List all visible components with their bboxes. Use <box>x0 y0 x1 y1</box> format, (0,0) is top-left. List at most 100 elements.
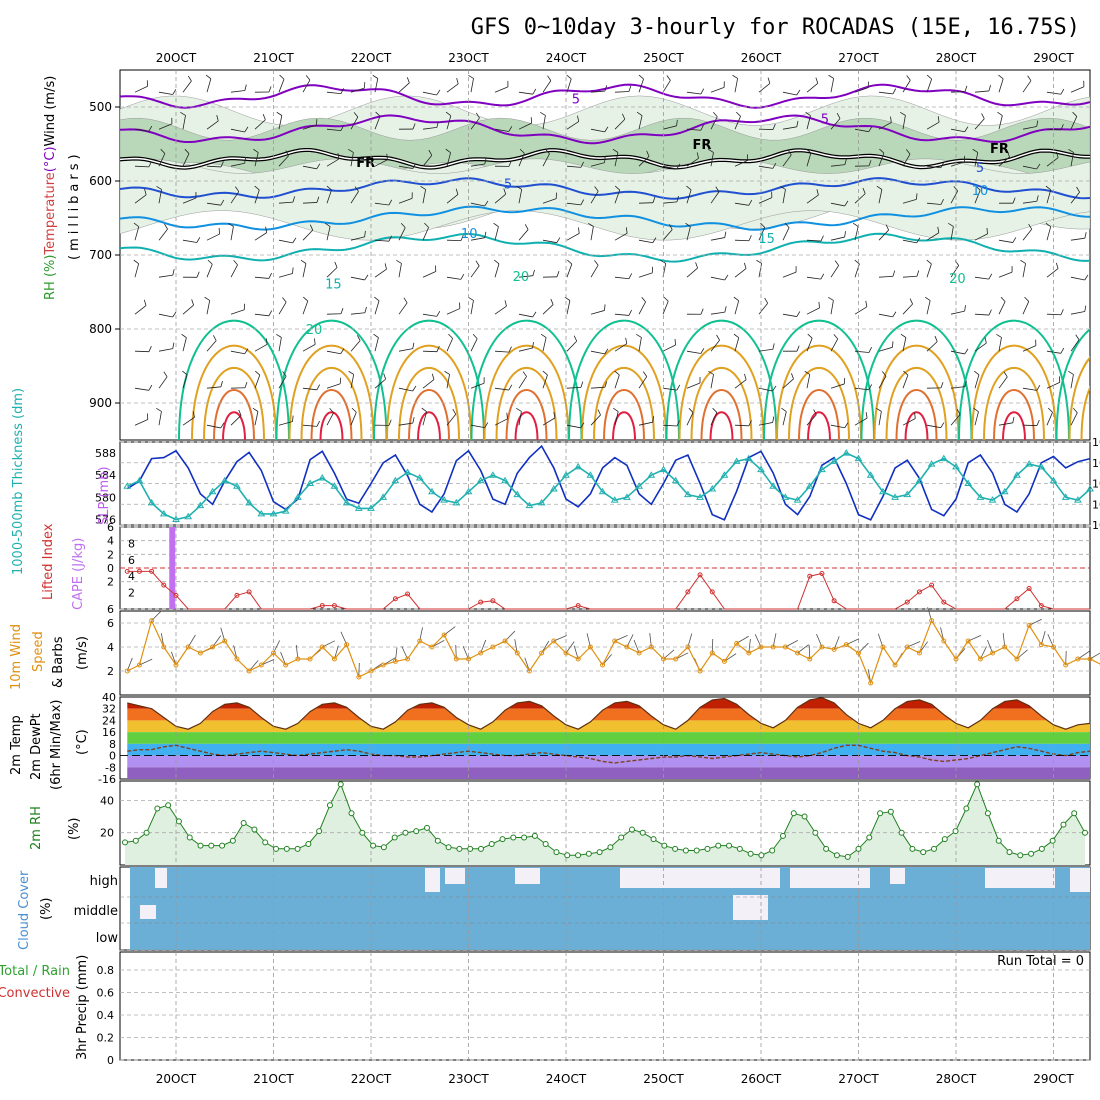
wind-point <box>807 656 813 662</box>
wind-barb <box>398 302 408 315</box>
wind-barb <box>830 424 845 429</box>
thickness-point <box>367 504 375 511</box>
temp-tick-label: 16 <box>102 726 116 739</box>
wind-barb <box>686 157 699 167</box>
rh-point <box>877 810 884 817</box>
wind-barb-flag <box>735 111 741 117</box>
wind-barb <box>830 338 839 352</box>
wind-point <box>453 656 459 662</box>
wind-barb <box>734 202 749 206</box>
wind-barb-flag <box>926 259 932 265</box>
temp-dome-25 <box>288 344 375 440</box>
temp-dome-20 <box>763 319 875 440</box>
wind-barb-flag <box>351 407 357 413</box>
wind-barb-flag <box>316 420 320 427</box>
wind-point <box>539 650 545 656</box>
wind-barb <box>566 202 581 206</box>
wind-barb-flag <box>364 274 369 281</box>
wind-barb-flag <box>519 148 525 154</box>
wind-ylabel-3: & Barbs <box>51 636 66 688</box>
wind-barb-flag <box>196 271 200 278</box>
thickness-point <box>878 487 887 495</box>
wind-barb-flag <box>326 185 332 191</box>
wind-barb <box>734 160 748 167</box>
li-ylabel: Lifted Index <box>41 523 56 600</box>
wind10m-panel: 2 4 6 10m Wind Speed & Barbs (m/s) <box>9 607 1100 696</box>
thickness-point <box>891 493 899 500</box>
wind-barb <box>374 337 379 352</box>
wind-barb <box>686 412 694 426</box>
wind-point <box>405 656 411 662</box>
rh-point <box>898 829 905 836</box>
ylabel-part: Wind (m/s) <box>43 76 58 147</box>
wind-barb <box>1070 412 1078 426</box>
wind-barb-flag <box>516 185 522 190</box>
thickness-point <box>208 487 217 495</box>
wind-barb-flag <box>997 111 1003 116</box>
wind-barb <box>230 350 245 355</box>
wind-barb-flag <box>532 88 537 95</box>
wind-barb-flag <box>614 185 620 191</box>
wind-barb-flag <box>948 222 954 227</box>
wind-barb <box>806 338 813 352</box>
wind-barb-flag <box>388 235 392 242</box>
thickness-point <box>513 490 522 498</box>
wind-barb <box>182 153 190 167</box>
thickness-point <box>842 449 851 456</box>
wind-barb-flag <box>937 116 940 123</box>
temp-dome-25 <box>386 344 472 440</box>
wind-barb <box>206 165 222 168</box>
wind-barb-flag <box>143 299 147 306</box>
wind-barb-flag <box>892 88 897 95</box>
wind-point <box>697 668 703 674</box>
rh-point <box>294 845 301 852</box>
wind-barb <box>566 424 581 429</box>
wind-barb-flag <box>148 125 153 132</box>
wind-barb-flag <box>972 148 978 153</box>
bottom-date-22OCT: 22OCT <box>351 1072 392 1086</box>
wind-point <box>563 650 569 656</box>
precip-tick-label: 0 <box>107 1054 114 1067</box>
wind-barb-flag <box>964 305 966 312</box>
temp-dome-35 <box>798 389 840 440</box>
temp-dome-30 <box>788 366 850 440</box>
wind-barb <box>518 91 533 95</box>
wind-barb-flag <box>364 230 366 237</box>
wind-barb <box>182 374 188 389</box>
wind-barb-flag <box>844 231 846 238</box>
wind-barb-flag <box>772 163 777 169</box>
wind-barb <box>686 382 701 389</box>
wind-barb <box>998 422 1013 426</box>
wind-barb-flag <box>506 412 508 419</box>
thickness-point <box>647 471 656 478</box>
wind-barb-flag <box>436 310 441 317</box>
wind-barb <box>134 263 140 278</box>
thickness-point <box>854 454 863 462</box>
wind-barb-flag <box>316 163 321 170</box>
wind-barb-flag <box>184 148 190 154</box>
wind-barb <box>182 239 197 243</box>
wind-barb <box>734 337 740 352</box>
wind-barb-flag <box>998 74 1004 80</box>
rh-point <box>974 781 981 788</box>
contour-label: 15 <box>325 277 342 292</box>
rh-point <box>909 845 916 852</box>
wind-barb-flag <box>834 260 839 266</box>
temp-dome-35 <box>1092 390 1100 440</box>
wind-barb <box>686 350 701 354</box>
wind-barb <box>350 152 354 167</box>
wind-barb <box>350 191 359 204</box>
wind-barb <box>782 411 787 426</box>
rh-point <box>413 828 420 835</box>
wind-barb <box>926 300 931 315</box>
wind-barb <box>902 374 909 389</box>
wind-barb-flag <box>220 161 224 168</box>
wind-barb-flag <box>1060 124 1064 130</box>
wind-barb-flag <box>988 85 991 92</box>
rh-point <box>952 828 959 835</box>
wind-barb-flag <box>604 381 608 388</box>
wind-barb-flag <box>1012 237 1017 243</box>
wind-barb <box>470 265 480 278</box>
wind-barb-flag <box>688 407 694 413</box>
